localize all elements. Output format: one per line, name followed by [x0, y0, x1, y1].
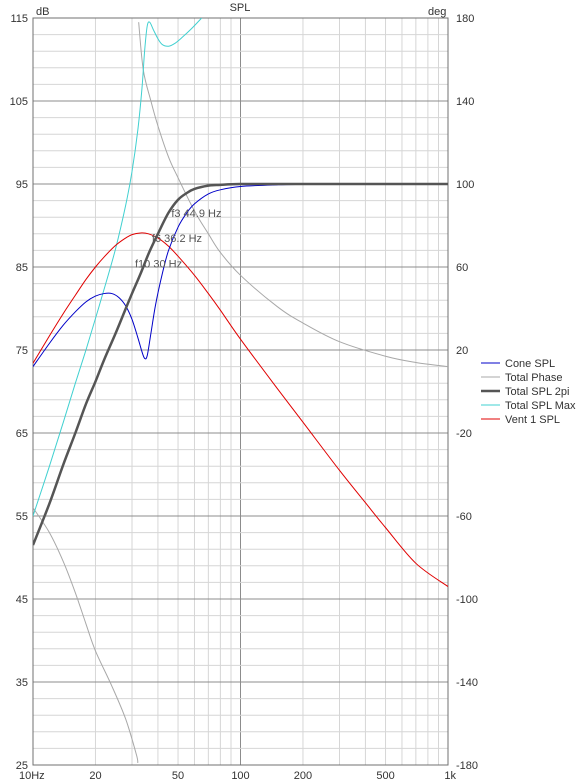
series-line-vent-1-spl — [33, 232, 448, 587]
series-line-cone-spl — [33, 183, 448, 367]
y-right-tick-label: 20 — [456, 345, 468, 357]
y-right-tick-label: 100 — [456, 179, 474, 191]
y-left-tick-label: 75 — [16, 345, 28, 357]
x-tick-label: 50 — [172, 770, 184, 782]
legend-label: Vent 1 SPL — [505, 414, 560, 426]
y-right-tick-label: 180 — [456, 13, 474, 25]
y-right-tick-label: -20 — [456, 428, 472, 440]
frequency-annotation: f6 36.2 Hz — [152, 233, 202, 245]
x-tick-label: 100 — [231, 770, 249, 782]
y-left-unit: dB — [36, 6, 49, 18]
legend: Cone SPL Total Phase Total SPL 2pi Total SP… — [481, 358, 576, 426]
y-right-tick-label: -100 — [456, 594, 478, 606]
legend-label: Cone SPL — [505, 358, 555, 370]
y-left-tick-label: 115 — [10, 13, 28, 25]
y-right-tick-label: -140 — [456, 677, 478, 689]
y-right-tick-label: -180 — [456, 760, 478, 772]
y-right-tick-label: 60 — [456, 262, 468, 274]
grid — [32, 17, 449, 766]
chart-title: SPL — [230, 2, 251, 14]
plot-frame — [32, 17, 449, 766]
legend-label: Total SPL Max — [505, 400, 576, 412]
y-right-unit: deg — [428, 6, 446, 18]
y-left-tick-label: 55 — [16, 511, 28, 523]
y-left-tick-label: 65 — [16, 428, 28, 440]
x-tick-label: 20 — [89, 770, 101, 782]
y-left-tick-label: 25 — [16, 760, 28, 772]
frequency-annotation: f10 30 Hz — [135, 259, 182, 271]
y-right-tick-label: 140 — [456, 96, 474, 108]
x-tick-label: 200 — [294, 770, 312, 782]
y-left-tick-label: 45 — [16, 594, 28, 606]
axes: 115 105 95 85 75 65 55 45 35 25 180 140 100 60 20 -20 -6… — [10, 13, 478, 782]
annotations: f3 44.9 Hz f6 36.2 Hz f10 30 Hz — [135, 208, 221, 271]
y-left-tick-label: 85 — [16, 262, 28, 274]
series-lines — [33, 18, 448, 764]
frequency-annotation: f3 44.9 Hz — [171, 208, 221, 220]
legend-label: Total Phase — [505, 372, 562, 384]
y-right-tick-label: -60 — [456, 511, 472, 523]
x-tick-label: 500 — [376, 770, 394, 782]
y-left-tick-label: 95 — [16, 179, 28, 191]
series-line-total-phase — [33, 22, 448, 764]
x-tick-label: 10Hz — [19, 770, 45, 782]
series-line-total-spl-2pi — [33, 182, 448, 546]
y-left-tick-label: 105 — [10, 96, 28, 108]
series-line-total-spl-max — [33, 18, 203, 517]
y-left-tick-label: 35 — [16, 677, 28, 689]
x-tick-label: 1k — [444, 770, 456, 782]
legend-label: Total SPL 2pi — [505, 386, 569, 398]
